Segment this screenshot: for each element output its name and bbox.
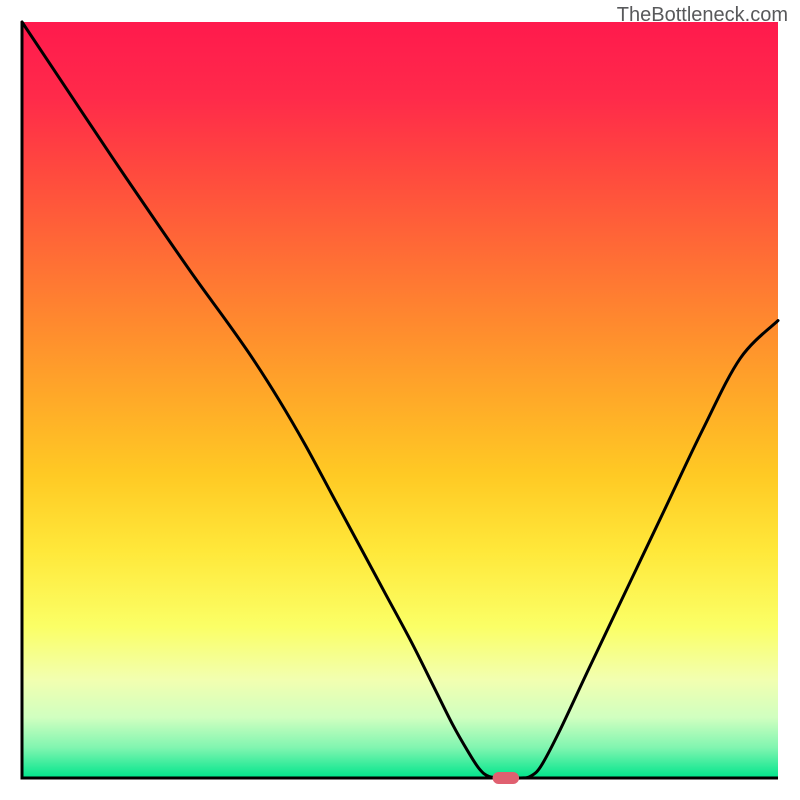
bottleneck-chart [0,0,800,800]
watermark-text: TheBottleneck.com [617,4,788,27]
plot-background [22,22,778,778]
optimum-marker [493,772,519,784]
